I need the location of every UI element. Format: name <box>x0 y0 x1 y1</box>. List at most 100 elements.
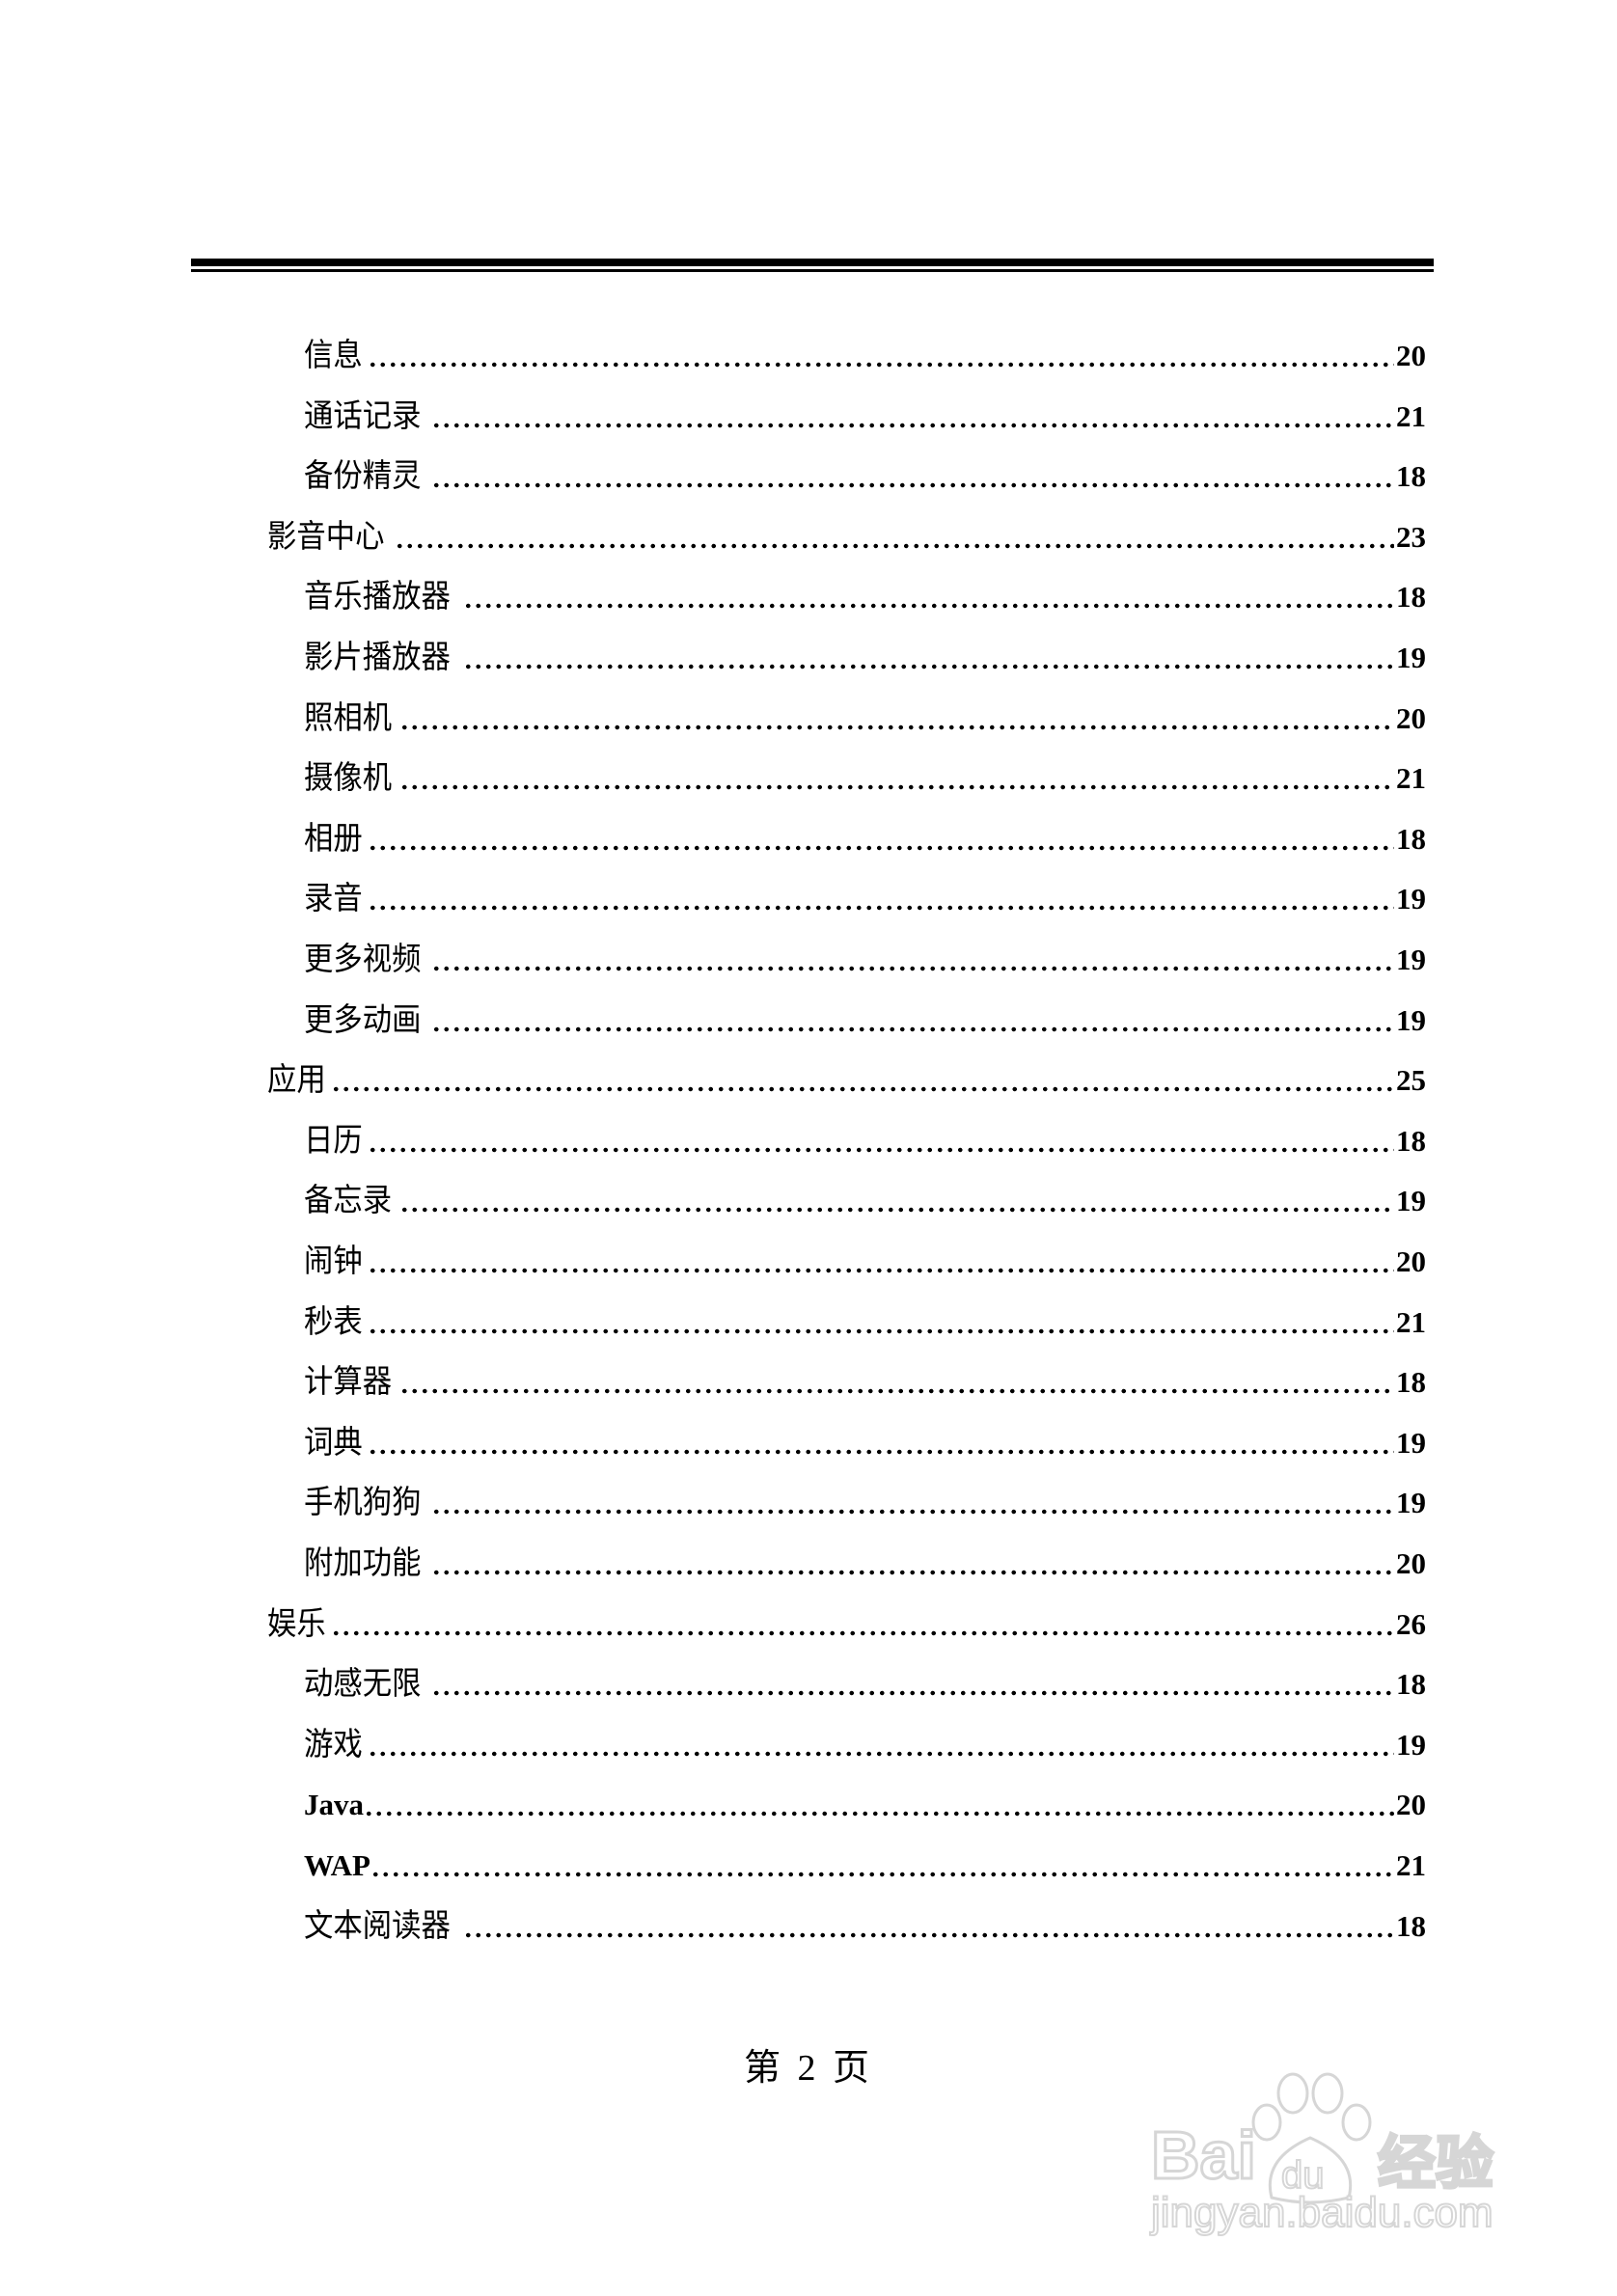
toc-entry-title: 手机狗狗 <box>304 1486 422 1521</box>
toc-subsection-entry[interactable]: 通话记录 21 <box>304 378 1426 438</box>
toc-entry-page-number: 26 <box>1396 1606 1426 1641</box>
dot-leader <box>463 662 1394 671</box>
toc-subsection-entry[interactable]: 附加功能 20 <box>304 1525 1426 1585</box>
toc-entry-title: 闹钟 <box>304 1244 363 1279</box>
dot-leader <box>364 1809 1394 1819</box>
toc-subsection-entry[interactable]: WAP 21 <box>304 1827 1426 1887</box>
toc-entry-page-number: 18 <box>1396 1908 1426 1943</box>
dot-leader <box>399 782 1394 793</box>
baidu-jingyan-watermark-logo: Bai du 经验 jingyan.baidu.com <box>1148 2072 1495 2236</box>
toc-section-entry[interactable]: 娱乐 26 <box>267 1586 1426 1646</box>
toc-entry-title: 录音 <box>304 882 363 917</box>
dot-leader <box>368 1748 1394 1759</box>
toc-entry-page-number: 18 <box>1396 821 1426 856</box>
toc-entry-title: 计算器 <box>304 1365 393 1401</box>
toc-entry-page-number: 20 <box>1396 1788 1426 1822</box>
watermark-url: jingyan.baidu.com <box>1149 2189 1494 2236</box>
toc-entry-title: Java <box>304 1788 364 1822</box>
toc-entry-title: 音乐播放器 <box>304 580 451 615</box>
toc-subsection-entry[interactable]: 摄像机 21 <box>304 740 1426 800</box>
toc-subsection-entry[interactable]: 音乐播放器 18 <box>304 559 1426 618</box>
toc-subsection-entry[interactable]: 备忘录 19 <box>304 1162 1426 1222</box>
dot-leader <box>368 1326 1394 1336</box>
toc-subsection-entry[interactable]: 信息 20 <box>304 317 1426 377</box>
toc-entry-page-number: 21 <box>1396 1848 1426 1882</box>
dot-leader <box>431 1688 1394 1699</box>
toc-subsection-entry[interactable]: 游戏 19 <box>304 1707 1426 1766</box>
toc-entry-page-number: 18 <box>1396 580 1426 615</box>
toc-entry-page-number: 21 <box>1396 1304 1426 1339</box>
toc-subsection-entry[interactable]: 计算器 18 <box>304 1344 1426 1404</box>
toc-entry-title: 日历 <box>304 1123 363 1159</box>
toc-section-entry[interactable]: 影音中心 23 <box>267 499 1426 559</box>
svg-text:Bai: Bai <box>1151 2118 1256 2193</box>
toc-entry-title: 摄像机 <box>304 761 393 797</box>
toc-subsection-entry[interactable]: 秒表 21 <box>304 1284 1426 1344</box>
toc-subsection-entry[interactable]: 文本阅读器 18 <box>304 1888 1426 1948</box>
svg-text:经验: 经验 <box>1378 2130 1494 2198</box>
dot-leader <box>368 1446 1394 1457</box>
toc-subsection-entry[interactable]: 录音 19 <box>304 861 1426 920</box>
dot-leader <box>331 1084 1394 1095</box>
dot-leader <box>399 1205 1394 1216</box>
toc-entry-page-number: 18 <box>1396 459 1426 494</box>
dot-leader <box>431 420 1394 430</box>
toc-entry-title: 应用 <box>267 1063 326 1099</box>
header-rule-thick <box>191 259 1434 266</box>
toc-subsection-entry[interactable]: 更多视频 19 <box>304 921 1426 981</box>
toc-entry-title: 影片播放器 <box>304 641 451 675</box>
toc-entry-title: 文本阅读器 <box>304 1908 451 1944</box>
dot-leader <box>463 601 1394 612</box>
toc-subsection-entry[interactable]: 闹钟 20 <box>304 1223 1426 1283</box>
toc-entry-page-number: 18 <box>1396 1667 1426 1702</box>
toc-entry-page-number: 18 <box>1396 1123 1426 1158</box>
dot-leader <box>431 1507 1394 1517</box>
toc-entry-page-number: 19 <box>1396 1002 1426 1037</box>
toc-subsection-entry[interactable]: 动感无限 18 <box>304 1646 1426 1706</box>
toc-subsection-entry[interactable]: 日历 18 <box>304 1103 1426 1162</box>
toc-entry-page-number: 21 <box>1396 761 1426 796</box>
toc-subsection-entry[interactable]: 备份精灵 18 <box>304 438 1426 498</box>
toc-entry-title: 娱乐 <box>267 1606 326 1642</box>
toc-subsection-entry[interactable]: 更多动画 19 <box>304 982 1426 1042</box>
toc-entry-title: WAP <box>304 1848 370 1882</box>
toc-section-entry[interactable]: 应用 25 <box>267 1042 1426 1102</box>
toc-subsection-entry[interactable]: Java 20 <box>304 1766 1426 1826</box>
dot-leader <box>399 1386 1394 1397</box>
dot-leader <box>431 1568 1394 1577</box>
toc-entry-page-number: 19 <box>1396 1184 1426 1218</box>
toc-entry-title: 附加功能 <box>304 1546 422 1581</box>
toc-entry-title: 词典 <box>304 1425 363 1461</box>
dot-leader <box>431 964 1394 973</box>
toc-entry-page-number: 20 <box>1396 700 1426 735</box>
toc-entry-title: 备忘录 <box>304 1184 393 1219</box>
svg-text:du: du <box>1281 2154 1325 2197</box>
toc-entry-page-number: 19 <box>1396 882 1426 916</box>
dot-leader <box>463 1929 1394 1940</box>
dot-leader <box>368 842 1394 853</box>
dot-leader <box>431 1024 1394 1034</box>
toc-subsection-entry[interactable]: 影片播放器 19 <box>304 619 1426 679</box>
dot-leader <box>331 1627 1394 1638</box>
toc-subsection-entry[interactable]: 词典 19 <box>304 1405 1426 1464</box>
page-number-footer: 第 2 页 <box>743 2048 873 2089</box>
toc-entry-page-number: 21 <box>1396 398 1426 433</box>
toc-entry-page-number: 18 <box>1396 1365 1426 1400</box>
toc-entry-page-number: 19 <box>1396 943 1426 976</box>
toc-entry-title: 游戏 <box>304 1727 363 1763</box>
toc-entry-page-number: 19 <box>1396 1425 1426 1460</box>
header-rule-thin <box>191 269 1434 272</box>
dot-leader <box>368 1144 1394 1155</box>
toc-entry-page-number: 19 <box>1396 1727 1426 1762</box>
toc-subsection-entry[interactable]: 相册 18 <box>304 801 1426 861</box>
dot-leader <box>431 480 1394 491</box>
dot-leader <box>370 1870 1394 1879</box>
toc-entry-page-number: 19 <box>1396 641 1426 674</box>
toc-entry-page-number: 20 <box>1396 1546 1426 1580</box>
toc-subsection-entry[interactable]: 照相机 20 <box>304 680 1426 740</box>
dot-leader <box>368 1266 1394 1275</box>
toc-entry-title: 影音中心 <box>267 519 385 555</box>
toc-entry-title: 相册 <box>304 821 363 857</box>
toc-entry-page-number: 20 <box>1396 339 1426 372</box>
toc-subsection-entry[interactable]: 手机狗狗 19 <box>304 1464 1426 1524</box>
